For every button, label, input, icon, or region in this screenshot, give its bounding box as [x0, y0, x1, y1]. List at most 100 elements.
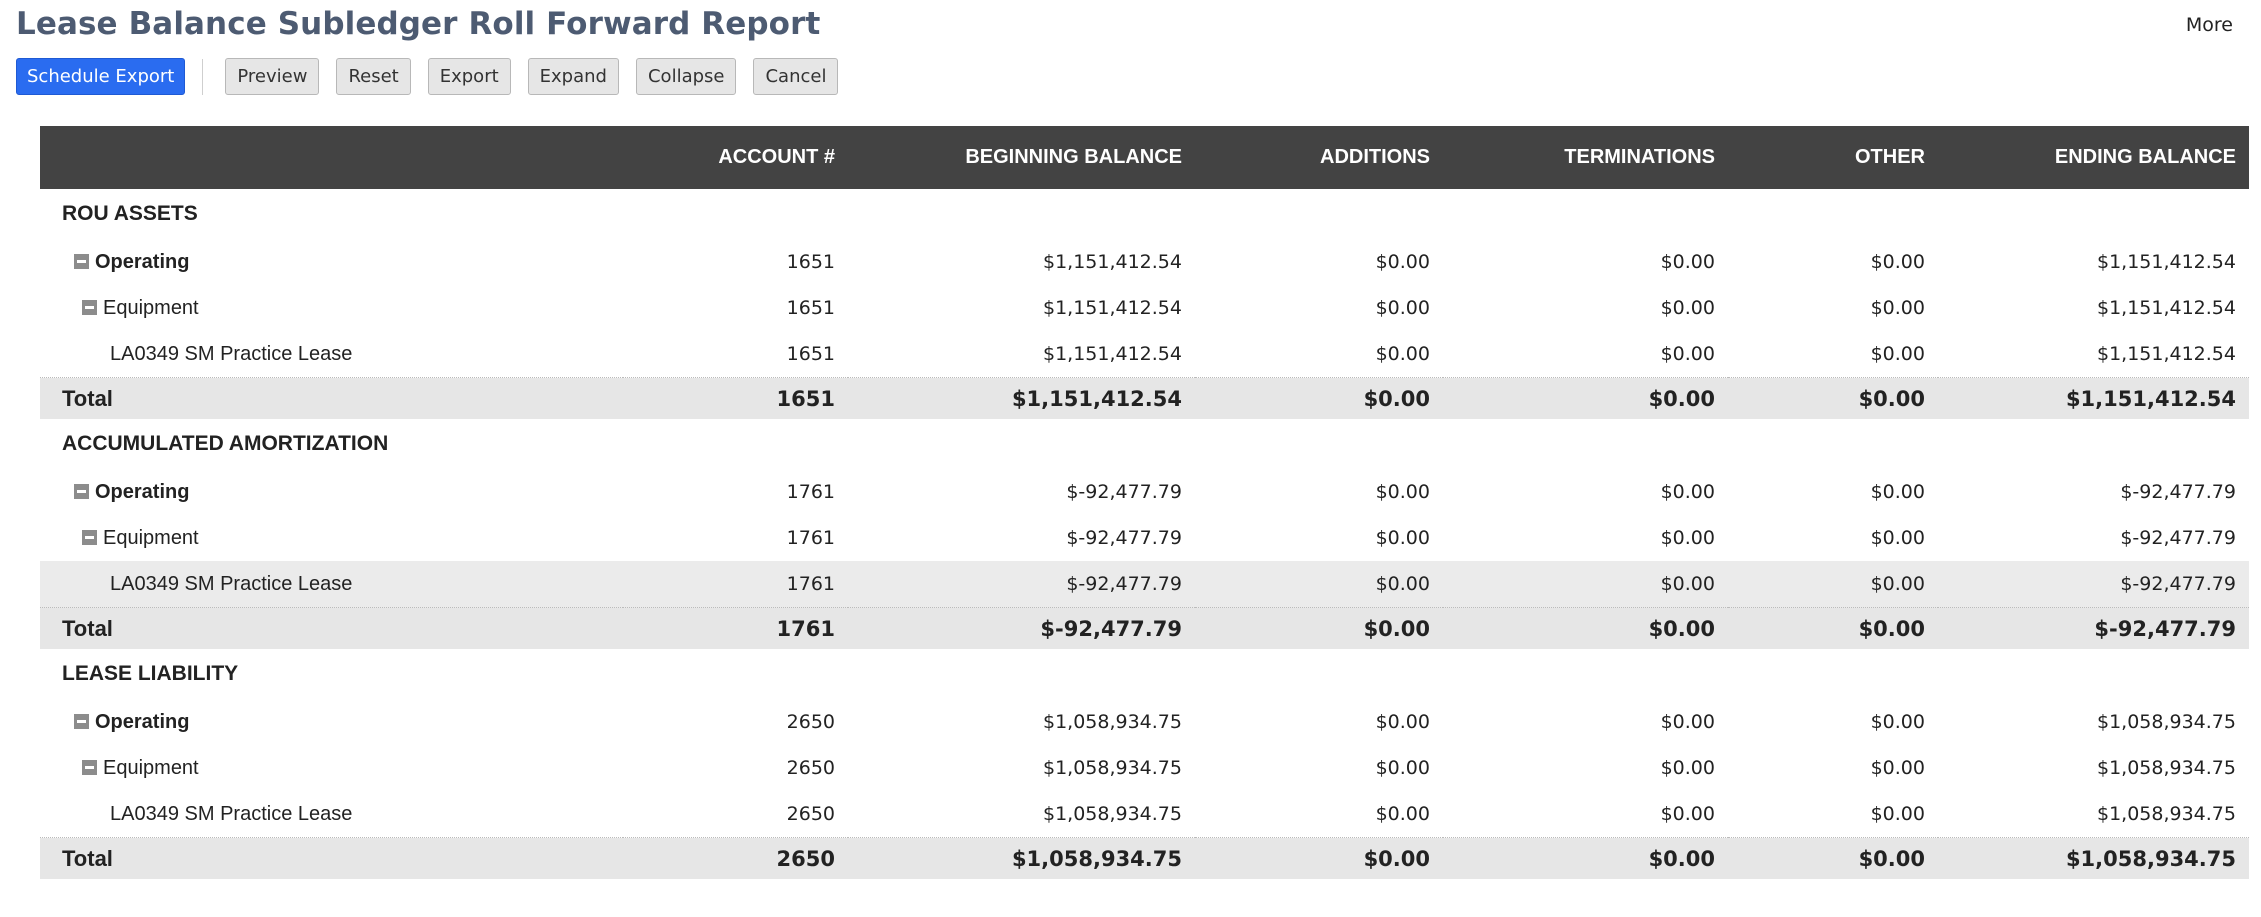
- row-name-cell: Operating: [40, 469, 623, 515]
- expand-button[interactable]: Expand: [527, 58, 619, 95]
- terminations-cell: $0.00: [1660, 757, 1715, 779]
- collapse-minus-icon[interactable]: [82, 299, 97, 315]
- account-cell: 1761: [786, 527, 835, 549]
- reset-button[interactable]: Reset: [336, 58, 411, 95]
- ending-balance-cell: $-92,477.79: [2120, 481, 2236, 503]
- table-row: Equipment 1761 $-92,477.79 $0.00 $0.00 $…: [40, 515, 2249, 561]
- terminations-cell: $0.00: [1660, 251, 1715, 273]
- terminations-cell: $0.00: [1660, 297, 1715, 319]
- section-title: LEASE LIABILITY: [62, 662, 239, 685]
- total-terminations-cell: $0.00: [1443, 377, 1728, 419]
- total-row: Total 1761 $-92,477.79 $0.00 $0.00 $0.00…: [40, 607, 2249, 649]
- row-label: Operating: [95, 250, 190, 273]
- page-title: Lease Balance Subledger Roll Forward Rep…: [16, 6, 821, 42]
- row-name-cell: Equipment: [40, 745, 623, 791]
- export-button[interactable]: Export: [427, 58, 511, 95]
- table-row: Equipment 2650 $1,058,934.75 $0.00 $0.00…: [40, 745, 2249, 791]
- other-cell: $0.00: [1870, 803, 1925, 825]
- table-row-hovered[interactable]: LA0349 SM Practice Lease 1761 $-92,477.7…: [40, 561, 2249, 608]
- terminations-cell: $0.00: [1660, 481, 1715, 503]
- collapse-button[interactable]: Collapse: [635, 58, 737, 95]
- row-name-cell: Equipment: [40, 285, 623, 331]
- ending-balance-cell: $1,151,412.54: [2096, 343, 2236, 365]
- other-cell: $0.00: [1870, 757, 1925, 779]
- beginning-balance-cell: $1,151,412.54: [1042, 297, 1182, 319]
- more-menu-link[interactable]: More: [2185, 14, 2233, 36]
- collapse-minus-icon[interactable]: [74, 253, 89, 269]
- total-account-cell: 2650: [623, 837, 848, 879]
- additions-cell: $0.00: [1375, 297, 1430, 319]
- column-header-beginning-balance: BEGINNING BALANCE: [848, 126, 1195, 189]
- row-name-cell: Operating: [40, 239, 623, 285]
- account-cell: 2650: [786, 757, 835, 779]
- section-title: ACCUMULATED AMORTIZATION: [62, 432, 389, 455]
- other-cell: $0.00: [1728, 561, 1938, 608]
- beginning-balance-cell: $1,151,412.54: [1042, 251, 1182, 273]
- beginning-balance-cell: $-92,477.79: [848, 561, 1195, 608]
- total-other-cell: $0.00: [1728, 607, 1938, 649]
- section-heading-row: ROU ASSETS: [40, 189, 2249, 239]
- total-other-cell: $0.00: [1728, 837, 1938, 879]
- total-additions-cell: $0.00: [1195, 377, 1443, 419]
- other-cell: $0.00: [1870, 343, 1925, 365]
- account-cell: 1761: [623, 561, 848, 608]
- account-cell: 1651: [786, 251, 835, 273]
- column-header-account: ACCOUNT #: [623, 126, 848, 189]
- total-additions-cell: $0.00: [1195, 837, 1443, 879]
- total-row: Total 2650 $1,058,934.75 $0.00 $0.00 $0.…: [40, 837, 2249, 879]
- section-title: ROU ASSETS: [62, 202, 198, 225]
- row-label: Equipment: [103, 526, 199, 549]
- collapse-minus-icon[interactable]: [82, 529, 97, 545]
- terminations-cell: $0.00: [1660, 803, 1715, 825]
- column-header-terminations: TERMINATIONS: [1443, 126, 1728, 189]
- cancel-button[interactable]: Cancel: [753, 58, 839, 95]
- collapse-minus-icon[interactable]: [74, 483, 89, 499]
- total-terminations-cell: $0.00: [1443, 607, 1728, 649]
- table-row: Operating 1761 $-92,477.79 $0.00 $0.00 $…: [40, 469, 2249, 515]
- table-row[interactable]: LA0349 SM Practice Lease 1651 $1,151,412…: [40, 331, 2249, 378]
- additions-cell: $0.00: [1375, 711, 1430, 733]
- account-cell: 2650: [786, 711, 835, 733]
- additions-cell: $0.00: [1375, 803, 1430, 825]
- preview-button[interactable]: Preview: [225, 58, 320, 95]
- ending-balance-cell: $1,058,934.75: [2096, 757, 2236, 779]
- row-label[interactable]: LA0349 SM Practice Lease: [40, 561, 623, 608]
- total-label: Total: [40, 837, 623, 879]
- roll-forward-table: ACCOUNT # BEGINNING BALANCE ADDITIONS TE…: [40, 126, 2249, 879]
- beginning-balance-cell: $-92,477.79: [1066, 527, 1182, 549]
- total-other-cell: $0.00: [1728, 377, 1938, 419]
- account-cell: 2650: [786, 803, 835, 825]
- terminations-cell: $0.00: [1443, 561, 1728, 608]
- table-row: Operating 2650 $1,058,934.75 $0.00 $0.00…: [40, 699, 2249, 745]
- schedule-export-button[interactable]: Schedule Export: [16, 58, 186, 95]
- row-name-cell: Operating: [40, 699, 623, 745]
- table-header-row: ACCOUNT # BEGINNING BALANCE ADDITIONS TE…: [40, 126, 2249, 189]
- total-ending-balance-cell: $1,151,412.54: [1938, 377, 2249, 419]
- row-label[interactable]: LA0349 SM Practice Lease: [110, 802, 353, 825]
- collapse-minus-icon[interactable]: [82, 759, 97, 775]
- total-beginning-balance-cell: $1,151,412.54: [848, 377, 1195, 419]
- row-label: Equipment: [103, 296, 199, 319]
- row-label: Equipment: [103, 756, 199, 779]
- table-row: Operating 1651 $1,151,412.54 $0.00 $0.00…: [40, 239, 2249, 285]
- ending-balance-cell: $1,151,412.54: [2096, 251, 2236, 273]
- account-cell: 1651: [786, 343, 835, 365]
- total-label: Total: [40, 607, 623, 649]
- beginning-balance-cell: $1,151,412.54: [1042, 343, 1182, 365]
- other-cell: $0.00: [1870, 711, 1925, 733]
- beginning-balance-cell: $1,058,934.75: [1042, 711, 1182, 733]
- total-ending-balance-cell: $1,058,934.75: [1938, 837, 2249, 879]
- ending-balance-cell: $1,151,412.54: [2096, 297, 2236, 319]
- account-cell: 1651: [786, 297, 835, 319]
- column-header-additions: ADDITIONS: [1195, 126, 1443, 189]
- column-header-name: [40, 126, 623, 189]
- additions-cell: $0.00: [1375, 251, 1430, 273]
- ending-balance-cell: $-92,477.79: [2120, 527, 2236, 549]
- collapse-minus-icon[interactable]: [74, 713, 89, 729]
- total-account-cell: 1761: [623, 607, 848, 649]
- section-heading-row: LEASE LIABILITY: [40, 649, 2249, 699]
- other-cell: $0.00: [1870, 527, 1925, 549]
- row-label[interactable]: LA0349 SM Practice Lease: [110, 342, 353, 365]
- table-row[interactable]: LA0349 SM Practice Lease 2650 $1,058,934…: [40, 791, 2249, 838]
- other-cell: $0.00: [1870, 481, 1925, 503]
